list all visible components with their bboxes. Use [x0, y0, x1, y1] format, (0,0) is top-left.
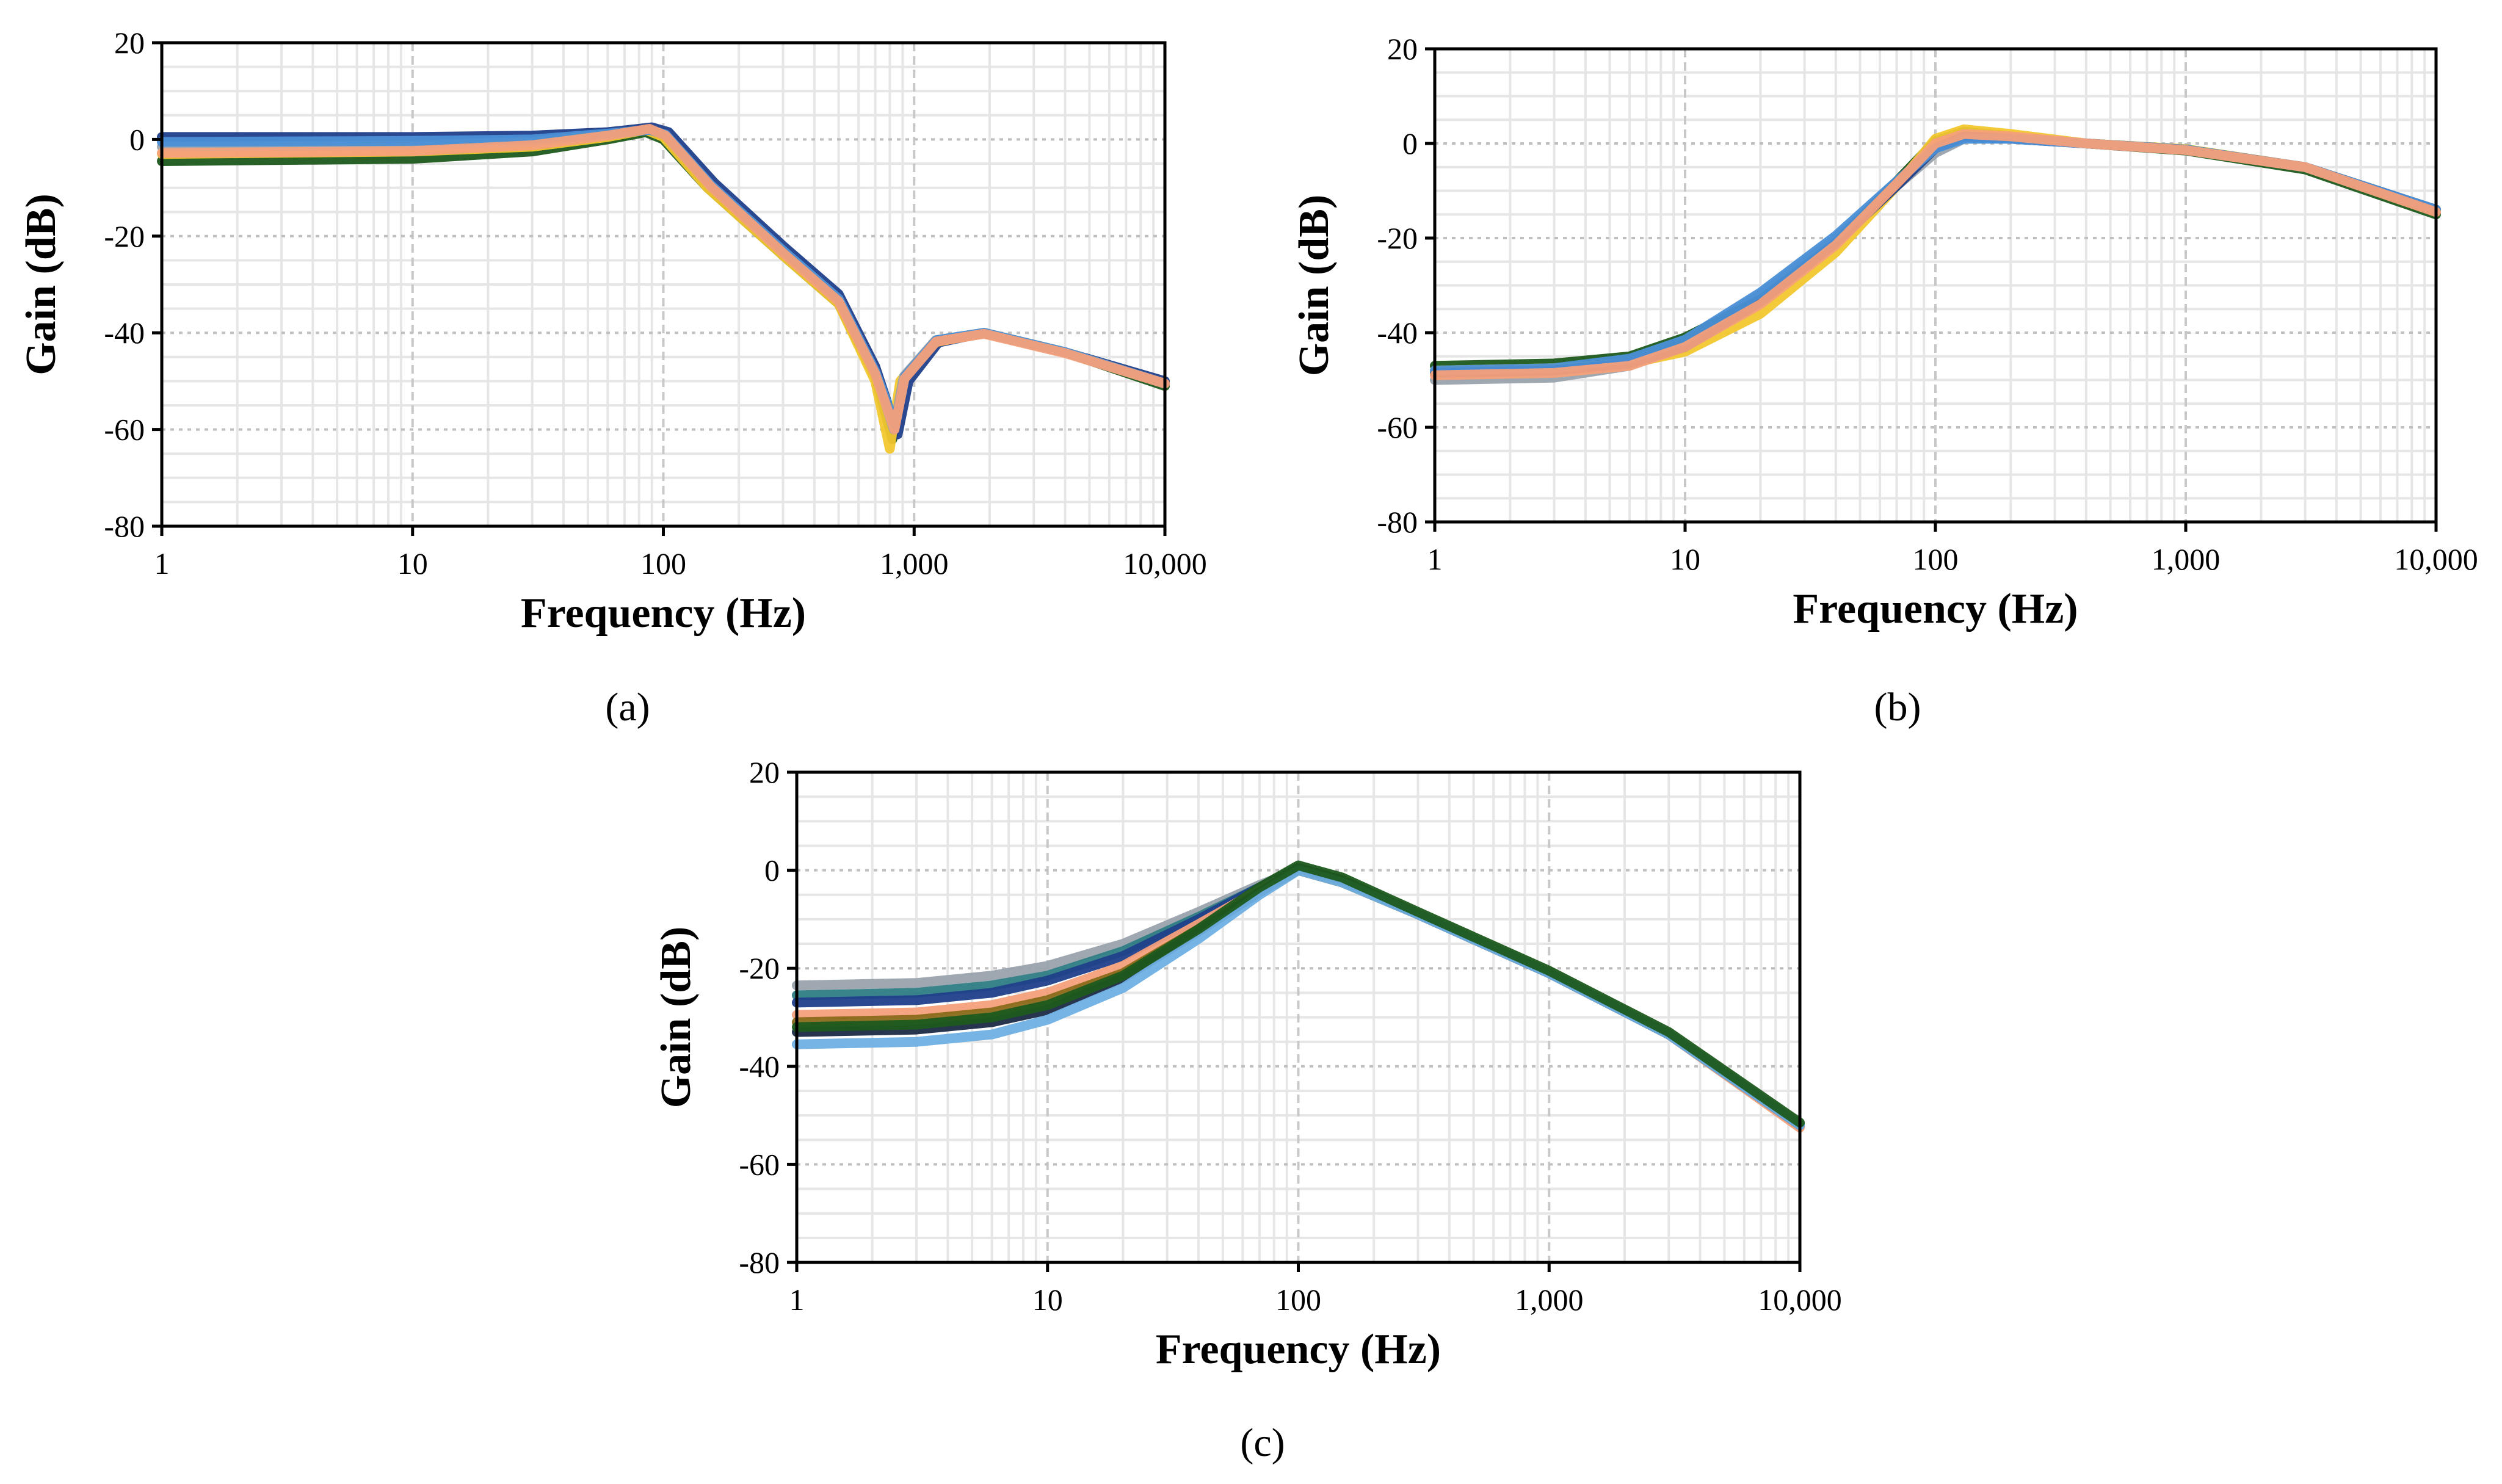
x-axis-title: Frequency (Hz): [521, 590, 806, 637]
y-tick-label: 0: [129, 122, 145, 156]
y-tick-label: -80: [1377, 505, 1418, 539]
x-axis-title: Frequency (Hz): [1156, 1326, 1441, 1373]
y-tick-label: -80: [739, 1245, 780, 1279]
x-tick-label: 1,000: [1515, 1283, 1584, 1317]
y-tick-label: -20: [104, 219, 145, 253]
series-line-orange: [157, 124, 1170, 435]
y-axis-title: Gain (dB): [1291, 195, 1338, 377]
chart-b: 20 0 -20 -40 -60 -80 1 10 100 1,000 10,000 Frequenc…: [1291, 32, 2478, 729]
y-tick-label: -40: [104, 316, 145, 350]
x-tick-label: 100: [640, 546, 686, 581]
y-tick-label: 0: [1402, 126, 1418, 161]
x-tick-label: 1,000: [880, 546, 949, 581]
y-tick-label: 20: [114, 26, 145, 60]
chart-caption: (b): [1874, 685, 1921, 729]
x-tick-label: 10,000: [1123, 546, 1207, 581]
y-tick-label: -40: [739, 1049, 780, 1084]
x-tick-label: 1: [789, 1283, 805, 1317]
x-tick-label: 10,000: [2394, 542, 2478, 576]
y-tick-label: -20: [739, 951, 780, 985]
y-tick-label: -60: [739, 1147, 780, 1181]
x-tick-label: 10,000: [1758, 1283, 1842, 1317]
y-tick-label: -60: [104, 413, 145, 447]
x-tick-label: 10: [1670, 542, 1700, 576]
x-tick-label: 10: [1032, 1283, 1063, 1317]
x-tick-label: 100: [1913, 542, 1959, 576]
chart-c: 20 0 -20 -40 -60 -80 1 10 100 1,000 10,000 Frequenc…: [653, 755, 1842, 1465]
x-tick-label: 1: [1427, 542, 1443, 576]
chart-a: 20 0 -20 -40 -60 -80 1 10 100 1,000 10,000 Frequenc…: [18, 26, 1207, 729]
y-tick-label: 0: [764, 853, 780, 888]
chart-caption: (a): [605, 685, 650, 729]
y-tick-label: -80: [104, 509, 145, 543]
y-tick-label: -40: [1377, 316, 1418, 350]
y-tick-label: 20: [1387, 32, 1418, 66]
y-tick-label: 20: [749, 755, 780, 789]
x-tick-label: 1,000: [2152, 542, 2221, 576]
y-tick-label: -20: [1377, 221, 1418, 255]
series-line-dark-green: [792, 860, 1805, 1128]
series-line-orange: [1430, 129, 2441, 380]
x-tick-label: 10: [397, 546, 428, 581]
x-tick-label: 100: [1275, 1283, 1321, 1317]
y-axis-title: Gain (dB): [18, 194, 65, 375]
y-axis-title: Gain (dB): [653, 927, 700, 1109]
x-axis-title: Frequency (Hz): [1793, 585, 2078, 632]
y-tick-label: -60: [1377, 410, 1418, 444]
x-tick-label: 1: [154, 546, 170, 581]
chart-caption: (c): [1240, 1421, 1285, 1465]
